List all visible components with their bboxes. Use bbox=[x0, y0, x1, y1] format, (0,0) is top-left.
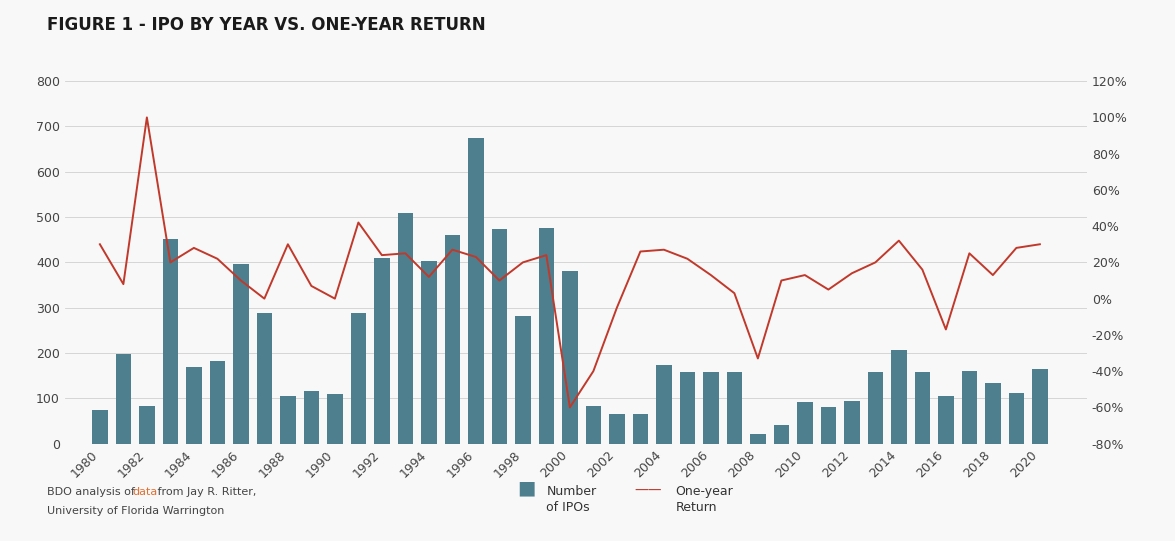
Bar bbox=[539, 228, 555, 444]
Text: One-year: One-year bbox=[676, 485, 733, 498]
Bar bbox=[445, 235, 461, 444]
Text: ■: ■ bbox=[517, 479, 536, 498]
Text: Return: Return bbox=[676, 501, 717, 514]
Bar bbox=[939, 396, 954, 444]
Bar bbox=[798, 403, 813, 444]
Bar bbox=[116, 354, 132, 444]
Bar bbox=[563, 271, 578, 444]
Bar bbox=[281, 396, 296, 444]
Text: BDO analysis of: BDO analysis of bbox=[47, 487, 139, 497]
Bar bbox=[610, 414, 625, 444]
Bar bbox=[257, 313, 273, 444]
Bar bbox=[422, 261, 437, 444]
Bar bbox=[892, 350, 907, 444]
Bar bbox=[868, 373, 884, 444]
Bar bbox=[163, 239, 179, 444]
Bar bbox=[962, 371, 978, 444]
Bar bbox=[328, 394, 343, 444]
Bar bbox=[680, 372, 696, 444]
Bar bbox=[657, 365, 672, 444]
Bar bbox=[187, 367, 202, 444]
Bar bbox=[986, 383, 1001, 444]
Bar bbox=[1009, 393, 1025, 444]
Bar bbox=[633, 414, 649, 444]
Text: data: data bbox=[133, 487, 157, 497]
Text: University of Florida Warrington: University of Florida Warrington bbox=[47, 506, 224, 516]
Bar bbox=[915, 372, 931, 444]
Bar bbox=[234, 264, 249, 444]
Bar bbox=[469, 138, 484, 444]
Bar bbox=[704, 373, 719, 444]
Bar bbox=[586, 406, 602, 444]
Bar bbox=[140, 406, 155, 444]
Text: ——: —— bbox=[634, 484, 662, 498]
Text: Number: Number bbox=[546, 485, 597, 498]
Bar bbox=[727, 372, 743, 444]
Bar bbox=[304, 391, 320, 444]
Bar bbox=[821, 407, 837, 444]
Bar bbox=[1033, 369, 1048, 444]
Bar bbox=[492, 229, 508, 444]
Bar bbox=[516, 316, 531, 444]
Bar bbox=[375, 258, 390, 444]
Bar bbox=[751, 434, 766, 444]
Bar bbox=[398, 213, 414, 444]
Text: of IPOs: of IPOs bbox=[546, 501, 590, 514]
Bar bbox=[351, 313, 367, 444]
Bar bbox=[93, 410, 108, 444]
Text: FIGURE 1 - IPO BY YEAR VS. ONE-YEAR RETURN: FIGURE 1 - IPO BY YEAR VS. ONE-YEAR RETU… bbox=[47, 16, 485, 34]
Bar bbox=[774, 425, 790, 444]
Text: from Jay R. Ritter,: from Jay R. Ritter, bbox=[154, 487, 256, 497]
Bar bbox=[210, 361, 226, 444]
Bar bbox=[845, 401, 860, 444]
